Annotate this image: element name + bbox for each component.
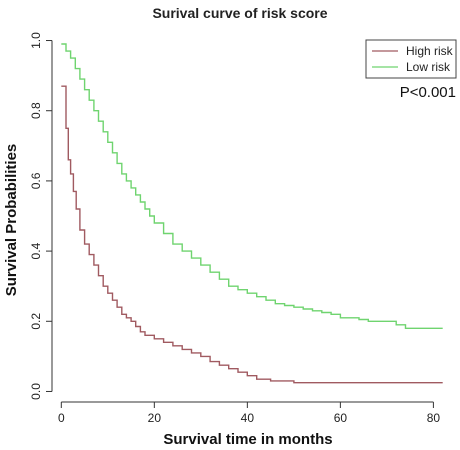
- legend-label-high-risk: High risk: [406, 44, 454, 58]
- x-tick-label: 40: [241, 411, 255, 425]
- series-line-low-risk: [61, 43, 443, 329]
- y-axis-label: Survival Probabilities: [3, 144, 20, 297]
- x-tick-label: 80: [427, 411, 441, 425]
- y-tick-label: 0.8: [29, 102, 43, 119]
- x-axis-label: Survival time in months: [163, 431, 332, 448]
- y-tick-label: 0.4: [29, 242, 43, 259]
- axes: 0.0 0.2 0.4 0.6 0.8 1.0 0 20 40 60 80: [29, 32, 440, 425]
- y-tick-label: 1.0: [29, 32, 43, 49]
- y-tick-label: 0.0: [29, 383, 43, 400]
- legend-box: [365, 39, 457, 79]
- chart-title: Surival curve of risk score: [152, 5, 327, 21]
- x-tick-label: 20: [148, 411, 162, 425]
- legend-label-low-risk: Low risk: [406, 60, 451, 74]
- series-layer: [61, 43, 443, 384]
- x-tick-label: 0: [58, 411, 65, 425]
- x-tick-label: 60: [334, 411, 348, 425]
- series-line-high-risk: [61, 85, 443, 384]
- legend: High risk Low risk: [365, 39, 457, 79]
- y-tick-label: 0.2: [29, 313, 43, 330]
- p-value-annotation: P<0.001: [400, 84, 456, 101]
- y-tick-label: 0.6: [29, 172, 43, 189]
